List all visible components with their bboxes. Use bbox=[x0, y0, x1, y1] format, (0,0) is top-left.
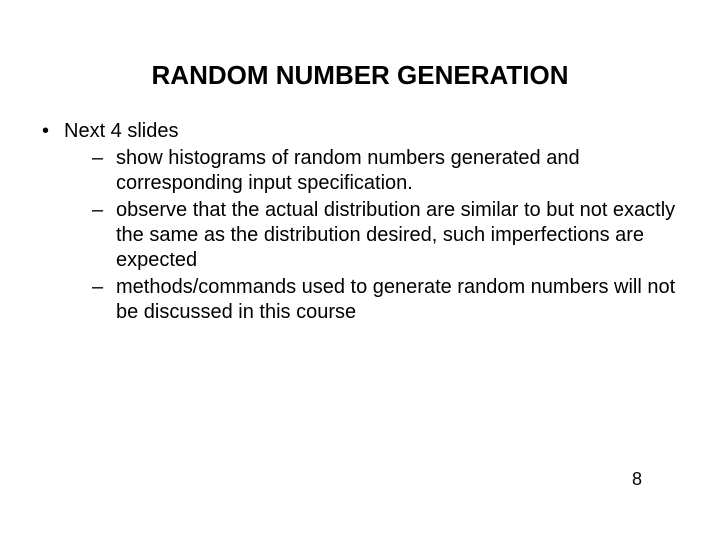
slide: RANDOM NUMBER GENERATION Next 4 slides s… bbox=[0, 0, 720, 540]
sub-bullet-item: show histograms of random numbers genera… bbox=[92, 146, 684, 196]
sub-bullet-list: show histograms of random numbers genera… bbox=[64, 146, 684, 325]
page-number: 8 bbox=[632, 469, 642, 490]
sub-bullet-text: show histograms of random numbers genera… bbox=[116, 147, 580, 194]
slide-title: RANDOM NUMBER GENERATION bbox=[36, 60, 684, 91]
sub-bullet-text: observe that the actual distribution are… bbox=[116, 199, 675, 271]
sub-bullet-item: observe that the actual distribution are… bbox=[92, 198, 684, 273]
bullet-list: Next 4 slides show histograms of random … bbox=[36, 119, 684, 325]
bullet-text: Next 4 slides bbox=[64, 120, 179, 142]
sub-bullet-text: methods/commands used to generate random… bbox=[116, 276, 675, 323]
slide-content: Next 4 slides show histograms of random … bbox=[36, 119, 684, 325]
sub-bullet-item: methods/commands used to generate random… bbox=[92, 275, 684, 325]
bullet-item: Next 4 slides show histograms of random … bbox=[36, 119, 684, 325]
